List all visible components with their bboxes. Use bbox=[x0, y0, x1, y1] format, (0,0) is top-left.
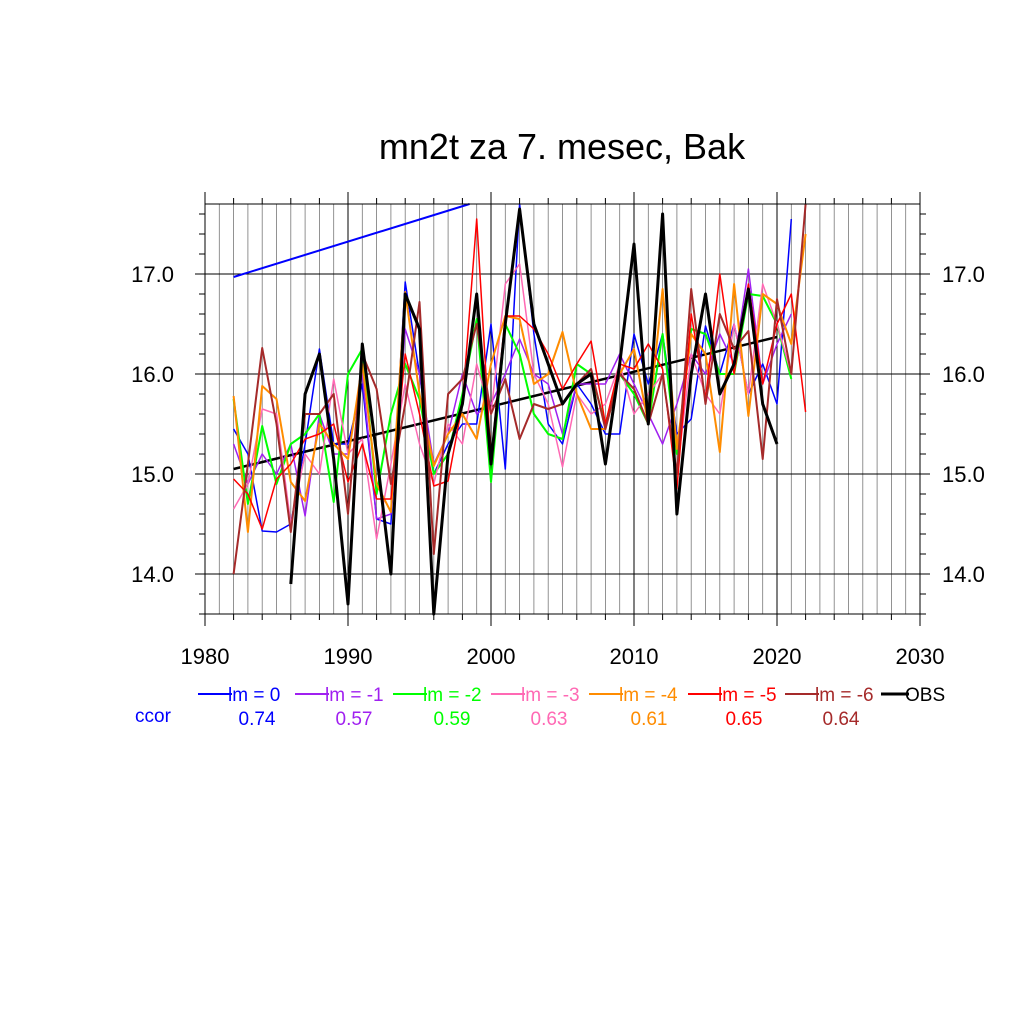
legend-entry-label: lm = 0 bbox=[228, 685, 280, 706]
legend-entry-label: lm = -4 bbox=[619, 685, 678, 706]
y-tick-label-right: 14.0 bbox=[942, 562, 985, 587]
chart-title: mn2t za 7. mesec, Bak bbox=[379, 126, 746, 167]
plot-frame bbox=[204, 203, 921, 615]
ccor-value: 0.61 bbox=[631, 709, 668, 730]
legend-entry-label: lm = -5 bbox=[718, 685, 777, 706]
legend-entry-label: lm = -6 bbox=[815, 685, 874, 706]
x-tick-label: 1990 bbox=[324, 644, 373, 669]
y-tick-label-left: 17.0 bbox=[131, 262, 174, 287]
series-line-obs bbox=[289, 207, 779, 616]
ccor-value: 0.59 bbox=[434, 709, 471, 730]
x-tick-label: 1980 bbox=[181, 644, 230, 669]
legend: ccor lm = 0 0.74 lm = -1 0.57 lm = -2 0.59 lm … bbox=[135, 685, 945, 730]
ccor-value: 0.63 bbox=[531, 709, 568, 730]
y-tick-label-right: 16.0 bbox=[942, 362, 985, 387]
grid bbox=[205, 204, 920, 614]
y-tick-label-right: 17.0 bbox=[942, 262, 985, 287]
series-line-lm-6 bbox=[232, 203, 807, 575]
y-tick-label-left: 14.0 bbox=[131, 562, 174, 587]
legend-entry-label: lm = -3 bbox=[521, 685, 580, 706]
ccor-value: 0.65 bbox=[726, 709, 763, 730]
x-tick-label: 2000 bbox=[467, 644, 516, 669]
y-tick-label-left: 15.0 bbox=[131, 462, 174, 487]
plot-border bbox=[204, 203, 921, 615]
x-tick-label: 2010 bbox=[610, 644, 659, 669]
axis-ticks: 1980 1990 2000 2010 2020 2030 14.0 14.0 15.0 15.0… bbox=[131, 192, 985, 669]
data-series bbox=[232, 203, 807, 616]
x-tick-label: 2020 bbox=[753, 644, 802, 669]
series-line-lm-4 bbox=[232, 233, 807, 533]
ccor-value: 0.64 bbox=[823, 709, 860, 730]
ccor-value: 0.57 bbox=[336, 709, 373, 730]
trend-line-blue bbox=[233, 203, 470, 278]
y-tick-label-left: 16.0 bbox=[131, 362, 174, 387]
ccor-value: 0.74 bbox=[239, 709, 276, 730]
legend-entry-label: lm = -1 bbox=[325, 685, 384, 706]
x-tick-label: 2030 bbox=[896, 644, 945, 669]
y-tick-label-right: 15.0 bbox=[942, 462, 985, 487]
legend-entry-label: OBS bbox=[905, 685, 945, 706]
legend-entry-label: lm = -2 bbox=[423, 685, 482, 706]
ccor-label: ccor bbox=[135, 706, 172, 727]
